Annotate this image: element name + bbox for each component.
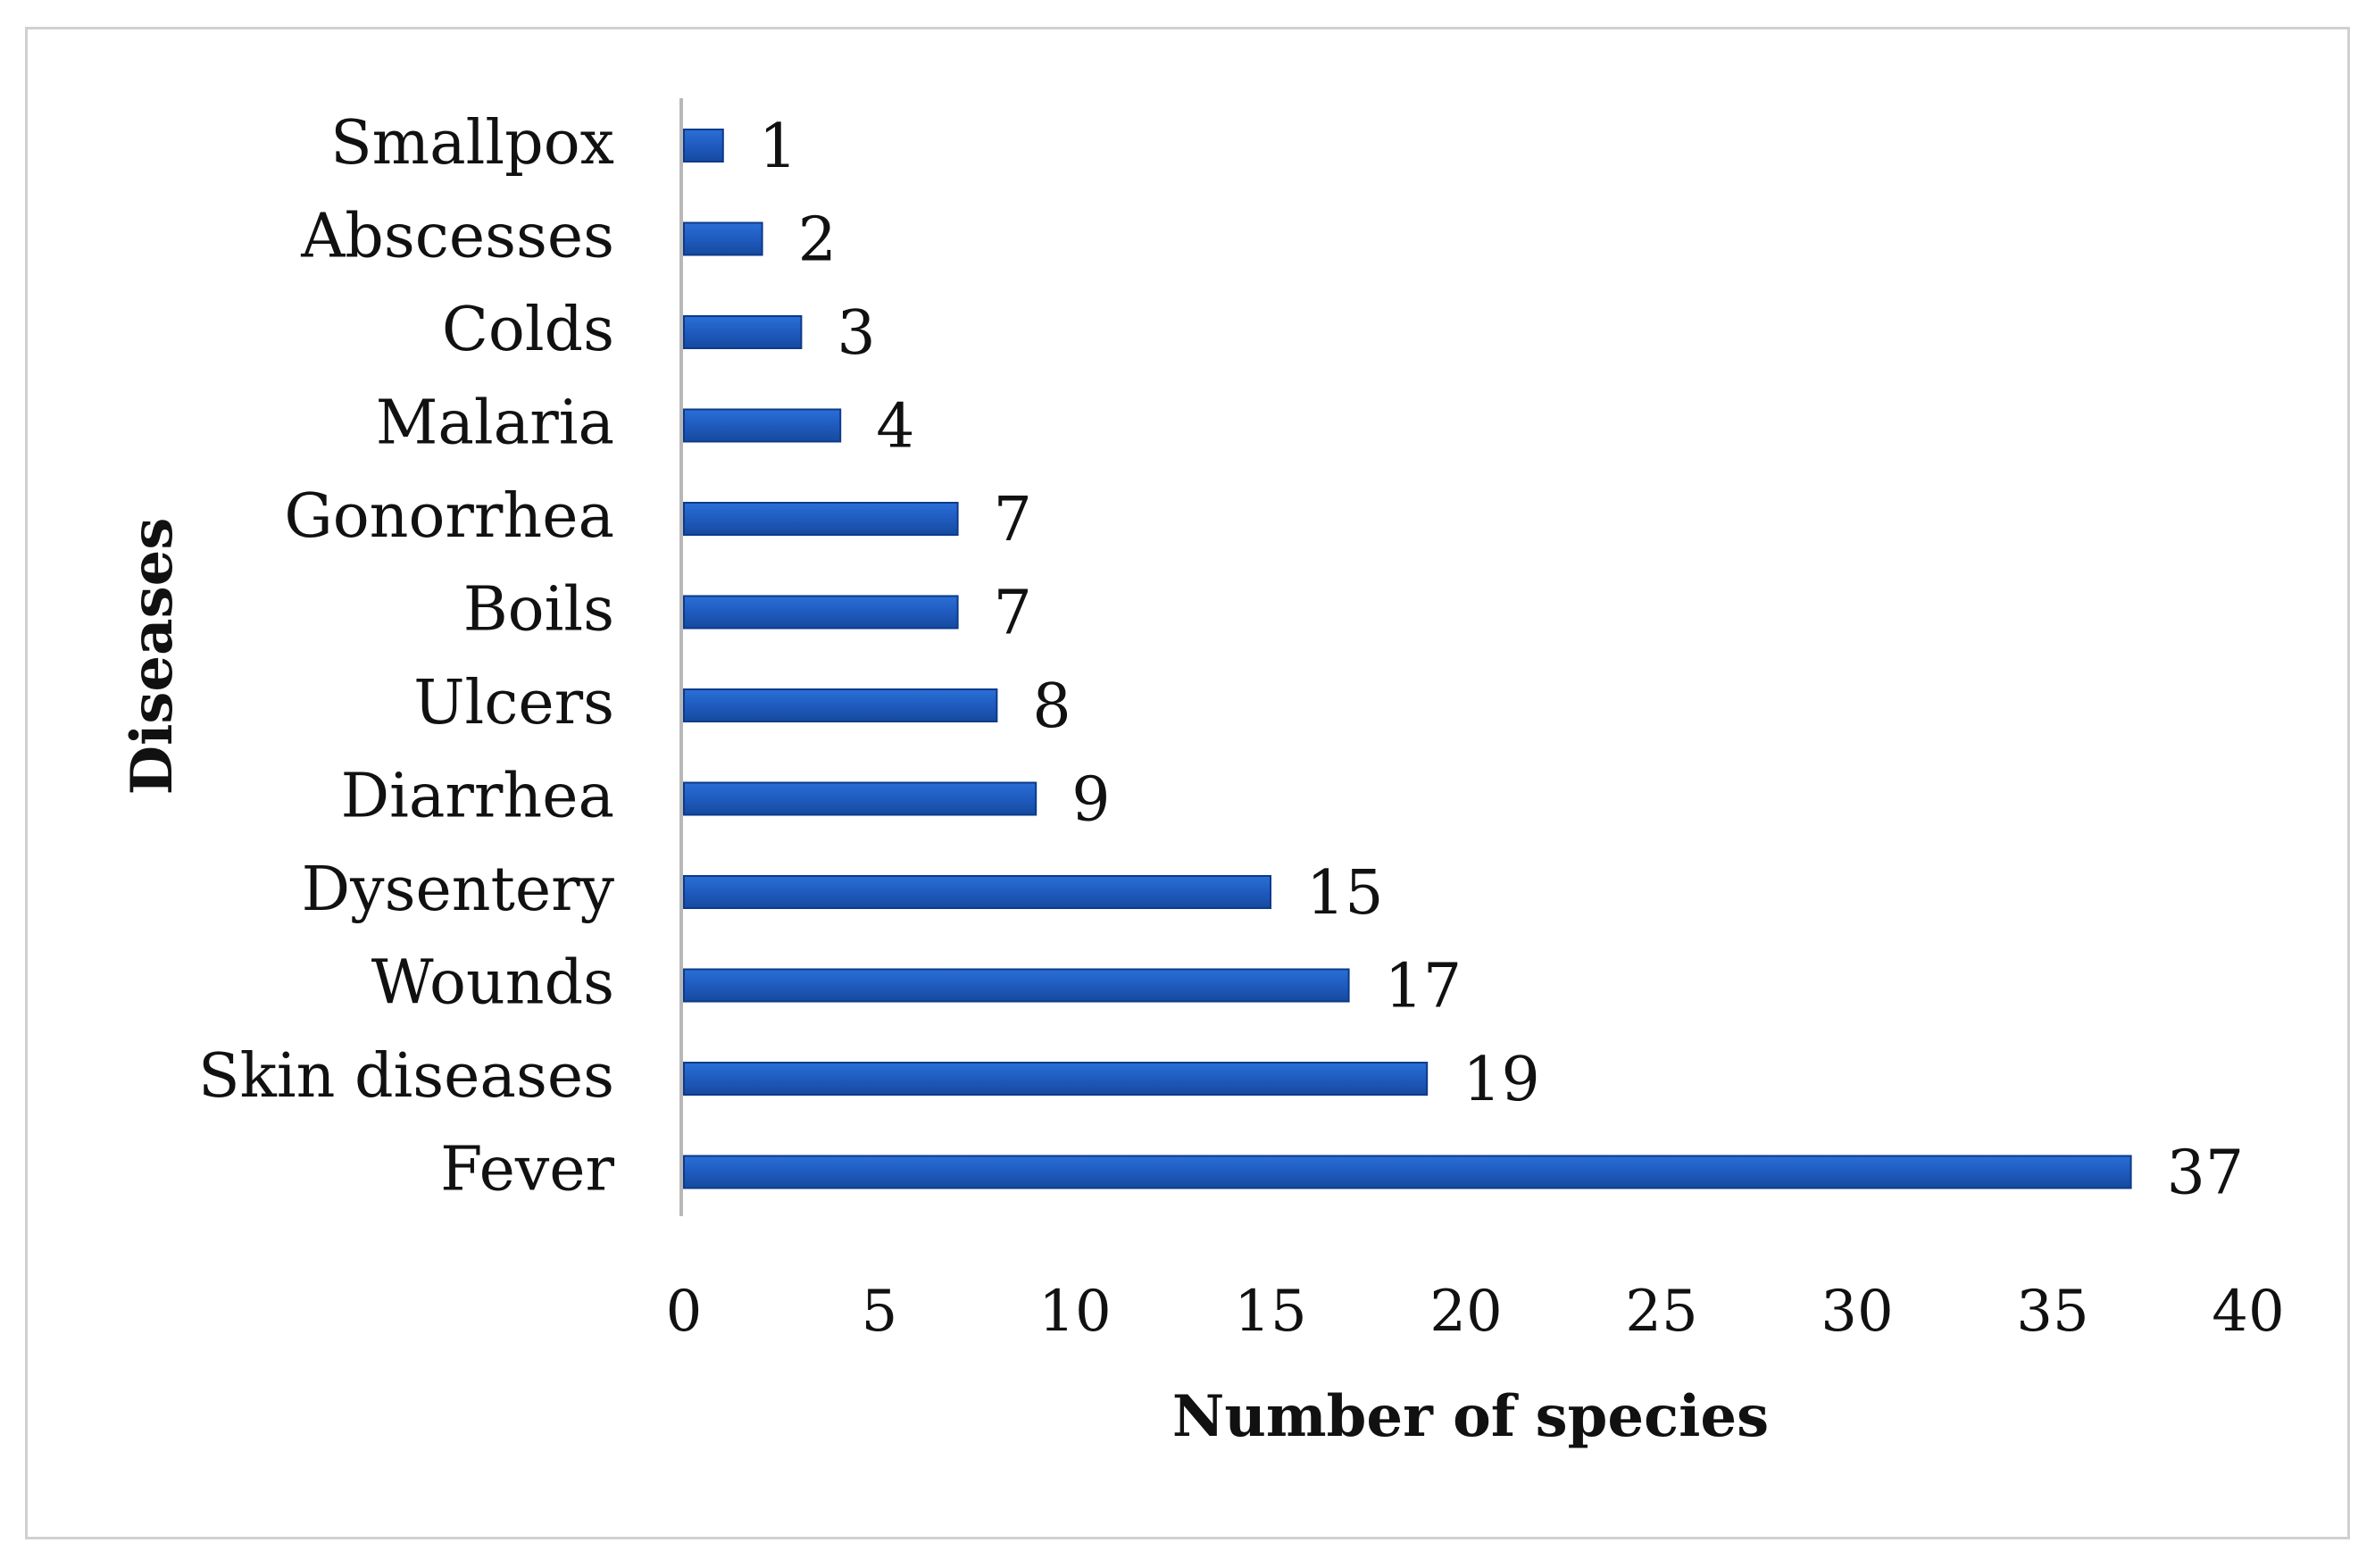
value-label-dysentery: 15 bbox=[1306, 858, 1384, 929]
x-tick-label-20: 20 bbox=[1429, 1279, 1502, 1345]
bar-wounds bbox=[683, 968, 1350, 1003]
bar-smallpox bbox=[683, 129, 724, 163]
category-label-smallpox: Smallpox bbox=[330, 108, 614, 179]
value-label-malaria: 4 bbox=[876, 392, 914, 463]
category-label-ulcers: Ulcers bbox=[413, 668, 614, 738]
y-axis-title: Diseases bbox=[119, 518, 186, 796]
value-label-ulcers: 8 bbox=[1032, 671, 1071, 742]
category-labels-layer: Smallpox Abscesses Colds Malaria Gonorrhea Bo… bbox=[198, 108, 615, 1205]
x-tick-label-25: 25 bbox=[1625, 1279, 1697, 1345]
x-tick-label-0: 0 bbox=[666, 1279, 703, 1345]
category-label-diarrhea: Diarrhea bbox=[341, 762, 614, 832]
x-axis-title: Number of species bbox=[1172, 1383, 1769, 1450]
x-tick-label-15: 15 bbox=[1234, 1279, 1306, 1345]
bar-dysentery bbox=[683, 875, 1271, 909]
value-label-fever: 37 bbox=[2167, 1138, 2245, 1209]
value-label-diarrhea: 9 bbox=[1071, 765, 1110, 836]
x-tick-label-35: 35 bbox=[2016, 1279, 2088, 1345]
category-label-skin-diseases: Skin diseases bbox=[198, 1041, 614, 1112]
x-ticks-layer: 0 5 10 15 20 25 30 35 40 bbox=[666, 1279, 2285, 1345]
category-label-malaria: Malaria bbox=[376, 388, 614, 459]
bar-malaria bbox=[683, 408, 842, 443]
x-tick-label-40: 40 bbox=[2212, 1279, 2284, 1345]
value-label-colds: 3 bbox=[837, 298, 875, 369]
category-label-fever: Fever bbox=[440, 1135, 614, 1205]
category-label-boils: Boils bbox=[463, 575, 614, 646]
x-tick-label-30: 30 bbox=[1821, 1279, 1893, 1345]
bar-boils bbox=[683, 595, 959, 630]
value-label-gonorrhea: 7 bbox=[994, 485, 1032, 555]
bar-fever bbox=[683, 1155, 2132, 1189]
bar-ulcers bbox=[683, 688, 998, 722]
value-label-wounds: 17 bbox=[1385, 952, 1462, 1022]
bar-colds bbox=[683, 315, 803, 349]
value-label-smallpox: 1 bbox=[759, 112, 797, 182]
value-label-boils: 7 bbox=[994, 579, 1032, 649]
bar-skin-diseases bbox=[683, 1062, 1429, 1096]
bar-diarrhea bbox=[683, 781, 1038, 816]
bars-layer bbox=[683, 129, 2132, 1189]
bar-abscesses bbox=[683, 221, 763, 256]
category-label-gonorrhea: Gonorrhea bbox=[284, 481, 614, 552]
category-label-wounds: Wounds bbox=[371, 948, 614, 1019]
category-label-dysentery: Dysentery bbox=[302, 855, 615, 925]
x-tick-label-5: 5 bbox=[862, 1279, 898, 1345]
x-tick-label-10: 10 bbox=[1038, 1279, 1111, 1345]
bar-gonorrhea bbox=[683, 502, 959, 536]
value-label-skin-diseases: 19 bbox=[1462, 1045, 1540, 1115]
chart-frame bbox=[25, 27, 2350, 1539]
value-label-abscesses: 2 bbox=[798, 205, 837, 276]
category-label-colds: Colds bbox=[442, 295, 614, 365]
category-label-abscesses: Abscesses bbox=[300, 202, 614, 272]
